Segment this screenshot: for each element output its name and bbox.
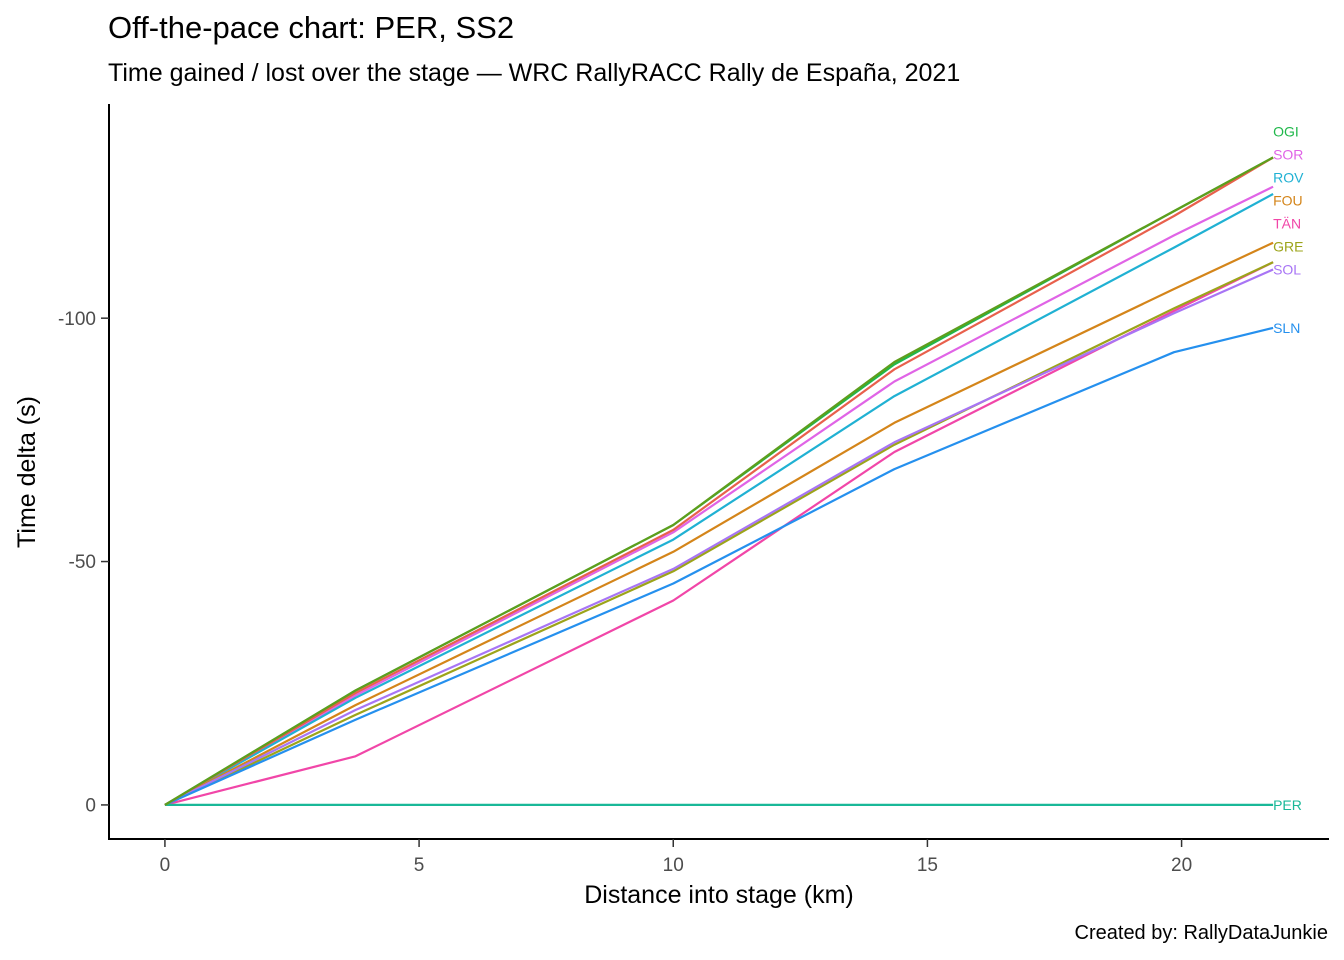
end-label-sol: SOL bbox=[1273, 261, 1301, 277]
series-line-gre bbox=[164, 261, 1274, 806]
series-line-fou bbox=[164, 241, 1274, 806]
y-ticks: 0 -50 -100 bbox=[58, 309, 109, 817]
end-label-ogi: OGI bbox=[1273, 123, 1299, 139]
y-tick-label: -50 bbox=[69, 552, 96, 573]
end-label-tän: TÄN bbox=[1273, 215, 1301, 231]
series-line-sln bbox=[164, 326, 1274, 806]
series-line-unlabeled-10 bbox=[164, 156, 1274, 806]
series-line-sol bbox=[164, 268, 1274, 806]
x-tick-label: 5 bbox=[414, 855, 425, 876]
end-label-sor: SOR bbox=[1273, 146, 1303, 162]
series-line-unlabeled-9 bbox=[164, 156, 1274, 806]
x-ticks: 0 5 10 15 20 bbox=[160, 839, 1192, 876]
end-label-per: PER bbox=[1273, 797, 1302, 813]
x-axis-title: Distance into stage (km) bbox=[584, 881, 854, 909]
x-tick-label: 10 bbox=[663, 855, 684, 876]
end-label-gre: GRE bbox=[1273, 238, 1303, 254]
chart-caption: Created by: RallyDataJunkie bbox=[1074, 922, 1328, 944]
y-tick-label: -100 bbox=[58, 309, 96, 330]
chart-subtitle: Time gained / lost over the stage — WRC … bbox=[108, 59, 961, 87]
series-layer bbox=[164, 156, 1274, 807]
chart-title: Off-the-pace chart: PER, SS2 bbox=[108, 10, 515, 45]
end-label-sln: SLN bbox=[1273, 320, 1300, 336]
y-tick-label: 0 bbox=[85, 796, 96, 817]
series-line-rov bbox=[164, 193, 1274, 806]
end-label-fou: FOU bbox=[1273, 192, 1303, 208]
series-line-sor bbox=[164, 185, 1274, 806]
end-label-rov: ROV bbox=[1273, 169, 1304, 185]
x-tick-label: 0 bbox=[160, 855, 171, 876]
x-tick-label: 20 bbox=[1171, 855, 1192, 876]
x-tick-label: 15 bbox=[917, 855, 938, 876]
y-axis-title: Time delta (s) bbox=[13, 396, 41, 548]
end-labels-layer: OGI SOR ROV FOU TÄN GRE SOL SLN PER bbox=[1273, 123, 1304, 812]
